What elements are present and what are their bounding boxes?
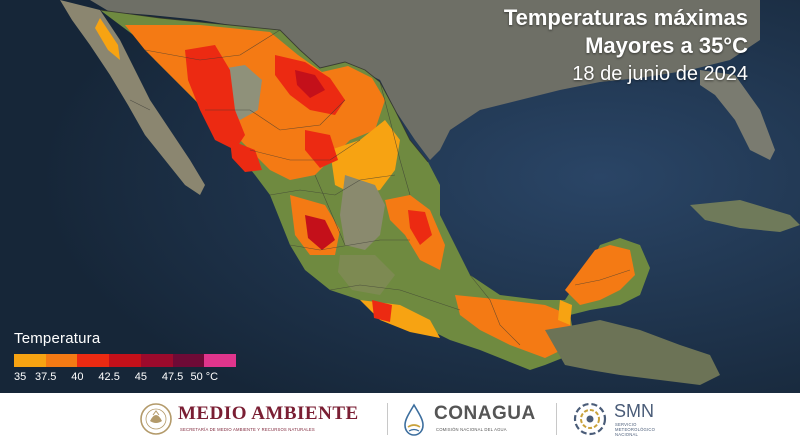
legend-swatch: [172, 354, 205, 367]
legend-swatch: [109, 354, 141, 367]
central-valley: [338, 255, 395, 295]
legend-tick-label: 37.5: [34, 371, 57, 383]
conagua-name: CONAGUA: [434, 403, 536, 424]
legend-swatch: [77, 354, 110, 367]
footer-divider: [387, 403, 388, 435]
smn-subtitle-line2: METEOROLÓGICO: [615, 427, 656, 432]
map-title-block: Temperaturas máximas Mayores a 35°C 18 d…: [504, 4, 748, 86]
water-drop-icon: [404, 403, 424, 436]
conagua-subtitle: COMISIÓN NACIONAL DEL AGUA: [436, 427, 507, 432]
legend-tick-label: 45: [134, 371, 147, 383]
legend-title: Temperatura: [14, 330, 101, 347]
map-subtitle: Mayores a 35°C: [585, 33, 748, 58]
legend-swatch: [204, 354, 237, 367]
legend-swatch: [140, 354, 173, 367]
usa-landmass: [60, 0, 760, 160]
legend-ticks: 35 37.5 40 42.5 45 47.5 50 °C: [14, 371, 254, 385]
temperature-map: [0, 0, 800, 393]
temperature-legend: Temperatura 35 37.5 40 42.5 45 47.5 50 °C: [14, 330, 254, 385]
footer-logos: MEDIO AMBIENTE SECRETARÍA DE MEDIO AMBIE…: [0, 393, 800, 445]
legend-tick-label: 40: [71, 371, 84, 383]
legend-swatch: [14, 354, 46, 367]
legend-tick-label: 35: [14, 371, 27, 383]
baja-heat-strip: [95, 18, 120, 60]
hotspot-sinaloa: [230, 140, 262, 172]
map-date: 18 de junio de 2024: [572, 63, 748, 85]
legend-swatch: [45, 354, 78, 367]
legend-tick-label: 42.5: [98, 371, 120, 383]
legend-tick-label: 50 °C: [190, 371, 219, 383]
us-mexico-border: [99, 9, 429, 163]
hotspot-jalisco: [305, 215, 335, 250]
smn-subtitle-line3: NACIONAL: [615, 432, 639, 437]
map-title: Temperaturas máximas: [503, 5, 748, 30]
state-borders: [129, 29, 631, 346]
hotspot-coahuila: [295, 70, 325, 98]
hotspot-tamaulipas: [408, 210, 432, 245]
central-highlands: [340, 175, 385, 250]
legend-tick-label: 47.5: [161, 371, 184, 383]
medio-ambiente-subtitle: SECRETARÍA DE MEDIO AMBIENTE Y RECURSOS …: [180, 427, 315, 432]
belize-heat: [558, 300, 572, 325]
florida-landmass: [700, 70, 775, 160]
hotspot-sonora: [185, 45, 245, 150]
smn-subtitle-line1: SERVICIO: [615, 422, 637, 427]
medio-ambiente-name: MEDIO AMBIENTE: [178, 403, 359, 424]
cuba-landmass: [690, 200, 800, 232]
weather-spiral-icon: [573, 402, 607, 436]
heat-zone-tabasco: [455, 295, 572, 358]
footer-divider: [556, 403, 557, 435]
central-america: [545, 320, 720, 385]
hotspot-durango: [305, 130, 338, 168]
coat-of-arms-icon: [140, 403, 172, 435]
baja-california: [60, 0, 205, 195]
smn-name: SMN: [614, 401, 654, 421]
hotspot-oaxaca: [372, 300, 392, 322]
heat-zone-yucatan: [565, 245, 635, 305]
legend-color-bar: [14, 354, 237, 367]
